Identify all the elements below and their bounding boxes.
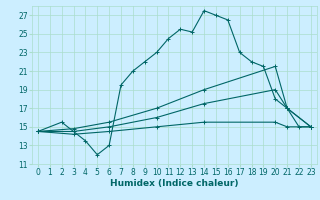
X-axis label: Humidex (Indice chaleur): Humidex (Indice chaleur) bbox=[110, 179, 239, 188]
